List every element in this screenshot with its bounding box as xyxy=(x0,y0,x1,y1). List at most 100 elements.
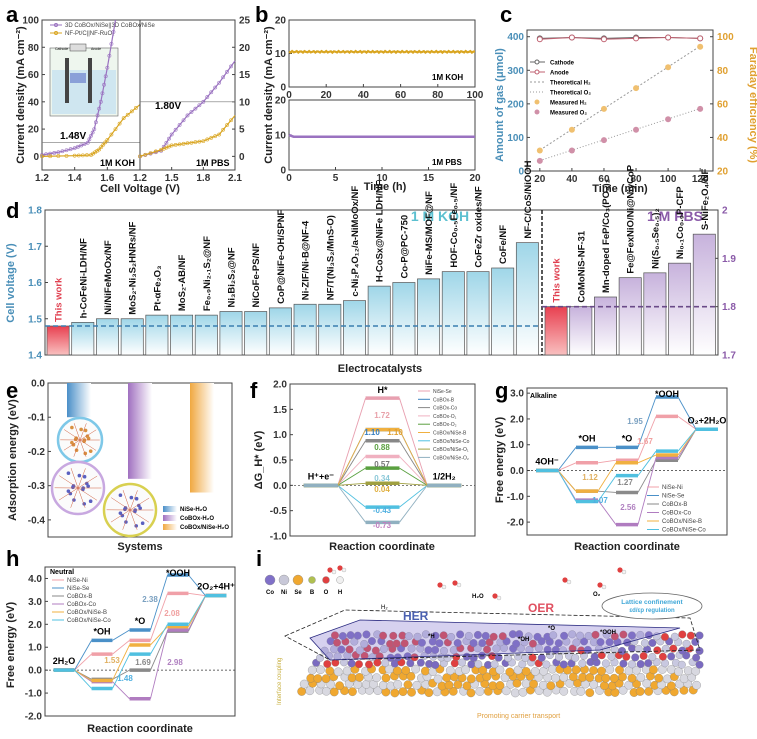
inset-cathode: Cathode xyxy=(55,47,68,51)
c-data-point xyxy=(633,35,640,42)
b-ytick-label: 0 xyxy=(280,83,286,94)
i-atom xyxy=(313,674,323,683)
g-value-label: 1.07 xyxy=(592,496,608,505)
d-koh-bar-label: HOF-Co₀.₅Fe₀.₅/NF xyxy=(449,183,460,268)
i-atom xyxy=(658,652,667,661)
d-pbs-bar xyxy=(692,233,716,356)
f-connector xyxy=(337,467,366,486)
f-connector xyxy=(337,398,366,486)
i-atom xyxy=(431,660,440,669)
c-data-point xyxy=(568,126,575,133)
c-legend-marker xyxy=(534,109,540,115)
c-series-line xyxy=(539,108,701,162)
i-atom xyxy=(447,633,456,641)
i-atom xyxy=(635,687,645,696)
e-legend-swatch xyxy=(163,524,177,530)
h-connector xyxy=(112,669,130,680)
i-atom xyxy=(433,674,443,684)
d-koh-bar xyxy=(244,311,268,356)
a-data-point xyxy=(185,113,190,118)
d-koh-bar-label: Fe₀.₉Ni₂.₁S₂@NF xyxy=(202,236,213,311)
c-legend-marker xyxy=(534,59,540,65)
c-data-point xyxy=(600,137,607,144)
i-atom xyxy=(649,665,658,675)
i-atom xyxy=(474,660,483,669)
i-atom xyxy=(533,632,542,641)
i-atom xyxy=(605,665,615,674)
g-connector xyxy=(637,457,657,525)
g-connector xyxy=(597,462,617,492)
i-molecule xyxy=(456,582,462,588)
i-bottom-label: Promoting carrier transport xyxy=(477,713,560,720)
i-h2-label: H₂ xyxy=(381,605,388,611)
d-pbs-bar-label: Ni(S₀.₅Se₀.₅)₂ xyxy=(650,208,661,269)
i-atom xyxy=(571,653,580,662)
e-bar xyxy=(67,383,91,418)
h-state-label: *OH xyxy=(93,626,110,636)
panel-label-a: a xyxy=(6,2,19,27)
d-koh-bar-label: c-Ni₂P₄O₁₂/a-NiMoOx/NF xyxy=(350,186,361,297)
i-molecule xyxy=(496,595,502,601)
i-cloud-text-1: Lattice confinement xyxy=(621,599,683,606)
c-data-point xyxy=(600,105,607,112)
h-value-label: 1.48 xyxy=(117,674,133,683)
d-pbs-bar-label: This work xyxy=(552,258,563,303)
i-atom xyxy=(669,644,678,653)
i-atom xyxy=(411,664,421,674)
c-data-point xyxy=(600,36,607,43)
i-atom xyxy=(560,631,569,640)
i-atom xyxy=(401,666,411,675)
f-value-label: 1.72 xyxy=(374,411,390,420)
a-data-point xyxy=(85,140,90,145)
i-atom xyxy=(524,632,533,641)
panel-label-e: e xyxy=(6,378,18,403)
h-connector xyxy=(150,631,168,671)
d-ytick-label: 1.8 xyxy=(28,206,42,217)
g-title: Alkaline xyxy=(530,393,557,400)
i-atom xyxy=(521,654,530,662)
d-koh-bar xyxy=(219,311,243,356)
b-xtick-label: 5 xyxy=(333,173,339,184)
c-ylabel: Amount of gas (μmol) xyxy=(494,48,506,162)
d-koh-bar-label: MoS₂-Ni₃S₂HNRs/NF xyxy=(128,221,139,314)
f-legend-label: CoBOx-Co xyxy=(433,406,457,412)
h-ytick-label: 0.0 xyxy=(28,666,42,677)
c-ytick-label: 80 xyxy=(717,66,729,77)
i-atom xyxy=(360,651,369,660)
a-xtick-label: 1.8 xyxy=(196,173,210,184)
a-ylabel: Current density (mA cm⁻²) xyxy=(15,26,27,164)
i-atom xyxy=(686,631,695,640)
a-ytick-label: 20 xyxy=(239,43,251,54)
d-pbs-bar xyxy=(618,277,642,356)
a-sub-koh: 1M KOH xyxy=(100,158,135,168)
d-koh-bar-label: NF-C/CoS/NiOOH xyxy=(523,160,534,238)
f-connector xyxy=(337,484,366,508)
d-koh-bar xyxy=(268,307,292,356)
a-data-point xyxy=(94,120,98,125)
d-koh-bar-label: Ni-ZIF/Ni-B@NF-4 xyxy=(301,220,312,300)
i-atom xyxy=(407,644,416,653)
i-atom xyxy=(691,666,701,676)
f-legend-label: CoBOx/NiSe-B xyxy=(433,431,467,437)
i-atom xyxy=(333,652,342,661)
i-atom xyxy=(601,659,610,668)
h-legend-label: CoBOx/NiSe-B xyxy=(67,610,107,616)
h-connector xyxy=(150,629,168,699)
f-value-label: 0.34 xyxy=(374,474,390,483)
a-data-point xyxy=(197,103,202,108)
e-crystal-structure-illustration xyxy=(102,482,158,538)
g-value-label: 1.12 xyxy=(582,473,598,482)
g-connector xyxy=(637,454,657,464)
d-koh-bar xyxy=(170,314,194,356)
h-connector xyxy=(74,653,92,671)
d-koh-bar-label: CoFe/NF xyxy=(498,225,509,264)
i-atom xyxy=(677,660,686,669)
c-xtick-label: 120 xyxy=(692,174,709,185)
h-connector xyxy=(188,574,206,596)
i-atom xyxy=(469,639,478,647)
e-ytick-label: -0.2 xyxy=(28,447,46,458)
f-ytick-label: -1.0 xyxy=(270,532,288,543)
i-atom xyxy=(342,666,352,676)
i-molecule xyxy=(326,566,334,574)
b-xtick-label: 10 xyxy=(376,173,388,184)
